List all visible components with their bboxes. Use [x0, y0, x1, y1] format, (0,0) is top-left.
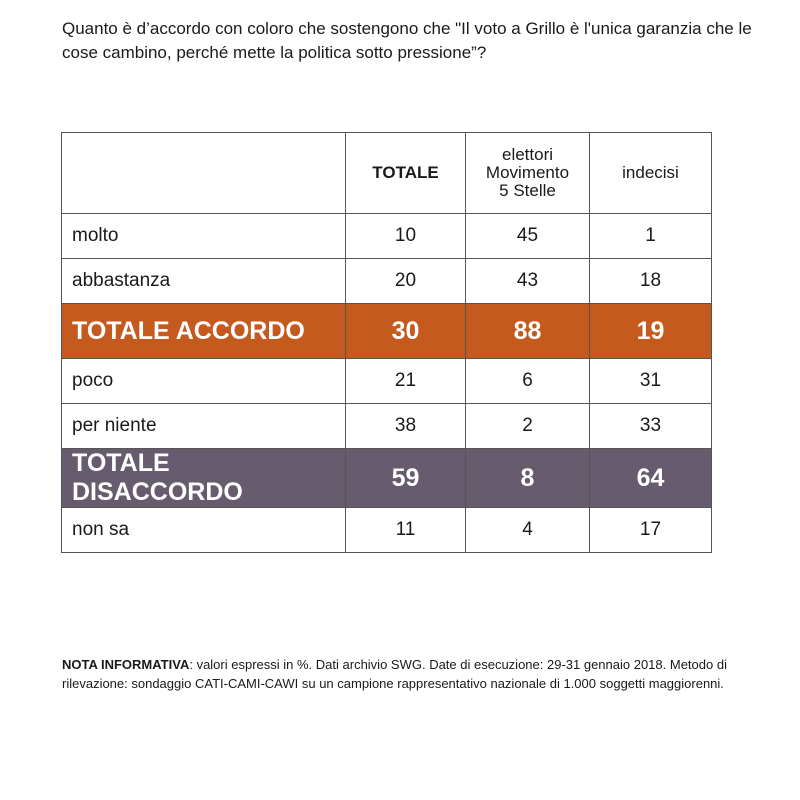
cell-m5s: 4 [465, 507, 590, 553]
cell-indecisi: 18 [589, 258, 712, 304]
cell-m5s: 8 [465, 448, 590, 508]
table-row-totale-accordo: TOTALE ACCORDO 30 88 19 [61, 303, 712, 359]
table-row-poco: poco 21 6 31 [61, 358, 712, 404]
cell-totale: 38 [345, 403, 466, 449]
table-row-abbastanza: abbastanza 20 43 18 [61, 258, 712, 304]
row-label: poco [61, 358, 346, 404]
cell-indecisi: 1 [589, 213, 712, 259]
column-header-m5s-text: elettori Movimento 5 Stelle [485, 145, 570, 200]
row-label: molto [61, 213, 346, 259]
cell-totale: 11 [345, 507, 466, 553]
cell-m5s: 6 [465, 358, 590, 404]
info-note: NOTA INFORMATIVA: valori espressi in %. … [62, 655, 762, 693]
cell-indecisi: 31 [589, 358, 712, 404]
table-row-non-sa: non sa 11 4 17 [61, 507, 712, 553]
survey-table: TOTALE elettori Movimento 5 Stelle indec… [61, 132, 712, 553]
row-label: TOTALE ACCORDO [61, 303, 346, 359]
row-label: TOTALE DISACCORDO [61, 448, 346, 508]
cell-indecisi: 33 [589, 403, 712, 449]
cell-totale: 21 [345, 358, 466, 404]
cell-m5s: 88 [465, 303, 590, 359]
row-label: non sa [61, 507, 346, 553]
cell-totale: 59 [345, 448, 466, 508]
table-row-per-niente: per niente 38 2 33 [61, 403, 712, 449]
cell-m5s: 45 [465, 213, 590, 259]
header-empty-cell [61, 132, 346, 214]
info-note-text: : valori espressi in %. Dati archivio SW… [62, 657, 727, 691]
column-header-indecisi: indecisi [589, 132, 712, 214]
cell-totale: 10 [345, 213, 466, 259]
question-title: Quanto è d’accordo con coloro che sosten… [62, 19, 752, 62]
cell-totale: 20 [345, 258, 466, 304]
row-label: abbastanza [61, 258, 346, 304]
table-header-row: TOTALE elettori Movimento 5 Stelle indec… [61, 132, 712, 214]
info-note-title: NOTA INFORMATIVA [62, 657, 190, 672]
column-header-m5s: elettori Movimento 5 Stelle [465, 132, 590, 214]
cell-indecisi: 17 [589, 507, 712, 553]
cell-m5s: 43 [465, 258, 590, 304]
table-row-totale-disaccordo: TOTALE DISACCORDO 59 8 64 [61, 448, 712, 508]
row-label: per niente [61, 403, 346, 449]
cell-indecisi: 19 [589, 303, 712, 359]
cell-totale: 30 [345, 303, 466, 359]
table-row-molto: molto 10 45 1 [61, 213, 712, 259]
column-header-totale: TOTALE [345, 132, 466, 214]
cell-indecisi: 64 [589, 448, 712, 508]
cell-m5s: 2 [465, 403, 590, 449]
